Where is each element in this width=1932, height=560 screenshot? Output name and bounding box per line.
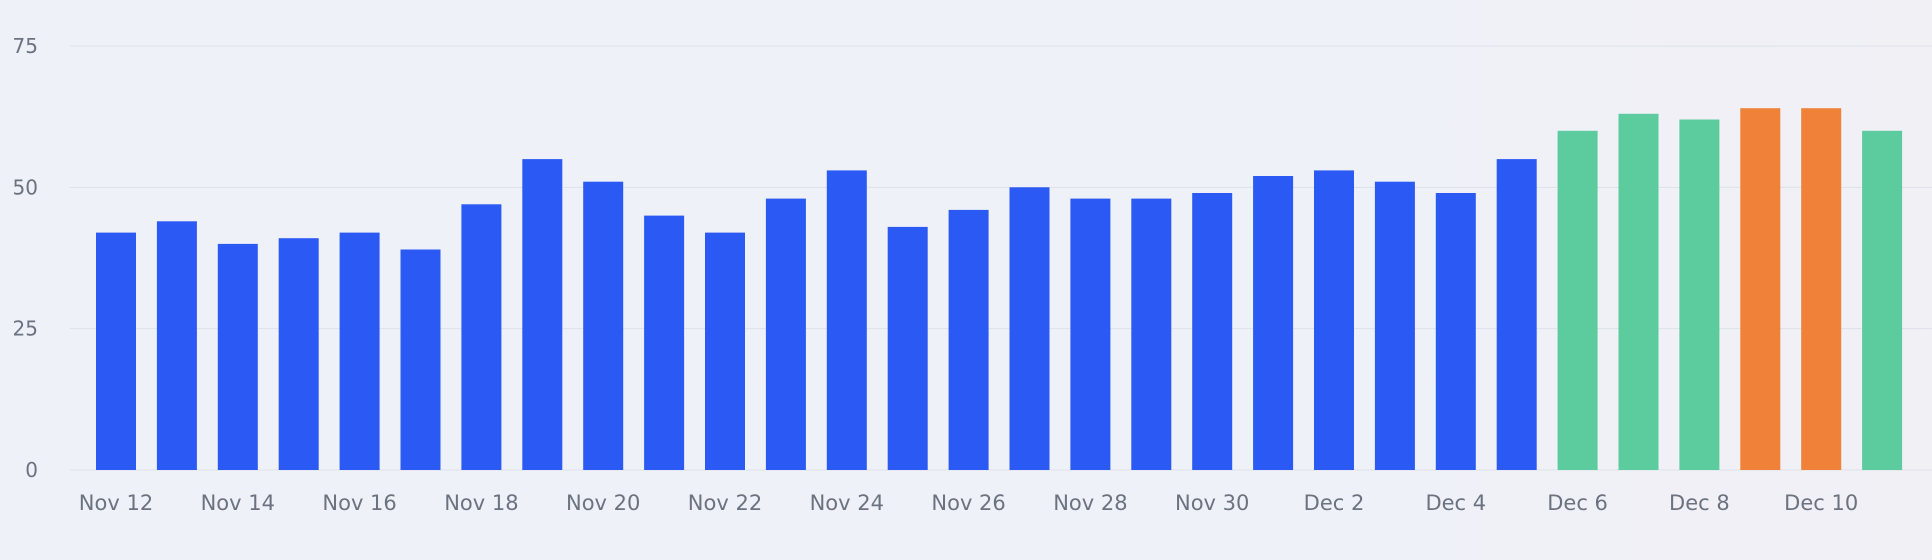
bar-nov-15[interactable] bbox=[278, 238, 319, 470]
x-tick-label: Nov 26 bbox=[931, 491, 1005, 515]
x-tick-label: Nov 12 bbox=[79, 491, 153, 515]
x-tick-label: Dec 2 bbox=[1304, 491, 1365, 515]
bar-nov-28[interactable] bbox=[1070, 198, 1111, 470]
bar-nov-20[interactable] bbox=[583, 181, 624, 470]
bar-nov-30[interactable] bbox=[1192, 193, 1233, 470]
x-tick-label: Dec 8 bbox=[1669, 491, 1730, 515]
bar-dec-3[interactable] bbox=[1374, 181, 1415, 470]
bar-series bbox=[96, 108, 1903, 471]
bar-dec-10[interactable] bbox=[1801, 108, 1842, 470]
y-tick-label: 25 bbox=[13, 317, 38, 341]
bar-nov-19[interactable] bbox=[522, 159, 563, 470]
x-tick-label: Nov 24 bbox=[810, 491, 884, 515]
x-tick-label: Nov 18 bbox=[444, 491, 518, 515]
bar-dec-8[interactable] bbox=[1679, 119, 1720, 471]
y-tick-label: 50 bbox=[13, 175, 38, 199]
bar-nov-22[interactable] bbox=[705, 232, 745, 470]
bar-nov-16[interactable] bbox=[339, 232, 380, 470]
bar-dec-11[interactable] bbox=[1862, 130, 1903, 471]
x-tick-label: Dec 6 bbox=[1547, 491, 1608, 515]
bar-nov-18[interactable] bbox=[461, 204, 502, 471]
bar-nov-29[interactable] bbox=[1131, 198, 1172, 470]
bar-dec-4[interactable] bbox=[1435, 193, 1476, 470]
bar-nov-27[interactable] bbox=[1009, 187, 1050, 471]
x-tick-label: Nov 16 bbox=[322, 491, 396, 515]
bar-nov-26[interactable] bbox=[948, 209, 989, 470]
y-axis-ticks: 0 25 50 75 bbox=[13, 34, 38, 482]
x-tick-label: Dec 10 bbox=[1784, 491, 1858, 515]
y-tick-label: 0 bbox=[25, 458, 38, 482]
bar-nov-12[interactable] bbox=[96, 232, 136, 470]
bar-dec-6[interactable] bbox=[1557, 130, 1598, 471]
bar-dec-1[interactable] bbox=[1253, 176, 1294, 470]
y-tick-label: 75 bbox=[13, 34, 38, 58]
bar-nov-13[interactable] bbox=[156, 221, 197, 470]
bar-nov-14[interactable] bbox=[217, 243, 258, 470]
bar-nov-25[interactable] bbox=[887, 226, 928, 470]
x-tick-label: Nov 20 bbox=[566, 491, 640, 515]
bar-dec-9[interactable] bbox=[1740, 108, 1781, 470]
bar-dec-7[interactable] bbox=[1618, 113, 1659, 471]
bar-nov-23[interactable] bbox=[765, 198, 806, 470]
bar-dec-5[interactable] bbox=[1496, 159, 1537, 470]
bar-nov-17[interactable] bbox=[400, 249, 441, 471]
x-axis-ticks: Nov 12 Nov 14 Nov 16 Nov 18 Nov 20 Nov 22 Nov … bbox=[79, 491, 1858, 515]
x-tick-label: Nov 14 bbox=[201, 491, 275, 515]
x-tick-label: Nov 30 bbox=[1175, 491, 1249, 515]
bar-dec-2[interactable] bbox=[1314, 170, 1354, 470]
bar-nov-24[interactable] bbox=[826, 170, 867, 470]
x-tick-label: Dec 4 bbox=[1425, 491, 1486, 515]
bar-nov-21[interactable] bbox=[644, 215, 685, 470]
x-tick-label: Nov 22 bbox=[688, 491, 762, 515]
x-tick-label: Nov 28 bbox=[1053, 491, 1127, 515]
